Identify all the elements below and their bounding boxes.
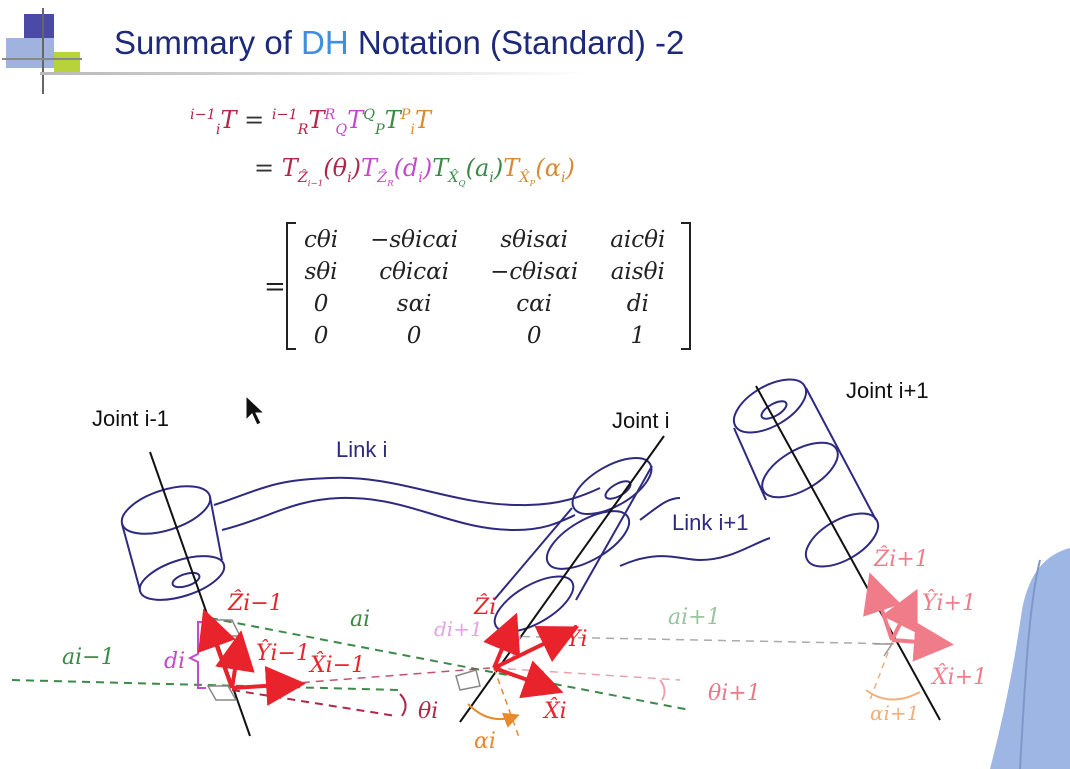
- matrix-row: 0 sαi cαi di: [288, 288, 681, 320]
- link-next-body: [619, 497, 771, 567]
- x-next-arrow: [891, 621, 954, 662]
- label-a-next: ai+1: [668, 605, 721, 630]
- matrix-equals: =: [264, 272, 286, 302]
- joint-next-cylinder: [732, 378, 880, 568]
- label-d-next: di+1: [434, 617, 483, 641]
- label-link-next: Link i+1: [672, 510, 748, 535]
- label-theta-i: θi: [418, 699, 438, 724]
- matrix-bracket-left: [286, 222, 296, 350]
- alpha-ref-line: [493, 667, 521, 741]
- label-y-i: Ŷi: [566, 625, 588, 652]
- theta-ref-line: [231, 689, 397, 717]
- matrix-cell: 0: [313, 291, 329, 317]
- matrix-cell: 0: [313, 323, 329, 349]
- y-next-arrow: [881, 588, 918, 641]
- matrix-cell: cθicαi: [379, 259, 450, 285]
- theta-next-arc: [659, 679, 666, 701]
- right-angle-next: [874, 643, 894, 657]
- z-next-arrow: [863, 572, 902, 641]
- label-joint-next: Joint i+1: [846, 378, 929, 403]
- right-angle-prev-top: [210, 619, 242, 637]
- logo-line-h: [2, 58, 82, 60]
- right-angle-prev-bottom: [206, 685, 238, 701]
- logo-square-green: [54, 52, 80, 74]
- matrix-bracket-right: [681, 222, 692, 350]
- label-y-prev: Ŷi−1: [256, 639, 310, 666]
- label-joint-i: Joint i: [612, 408, 669, 433]
- y-i-arrow: [493, 626, 580, 670]
- matrix-cell: di: [626, 291, 649, 317]
- matrix-cell: aicθi: [610, 227, 666, 253]
- matrix-cell: 1: [630, 323, 646, 349]
- matrix-row: 0 0 0 1: [288, 320, 681, 352]
- z-i-arrow: [483, 612, 521, 669]
- title-dh: DH: [301, 24, 349, 61]
- d-i-bracket: [187, 621, 206, 689]
- label-z-i: Ẑi: [473, 593, 496, 620]
- z-prev-arrow: [198, 608, 236, 689]
- label-x-i: X̂i: [542, 698, 567, 724]
- x-i-arrow: [493, 660, 564, 699]
- label-a-i: ai: [350, 607, 370, 632]
- y-prev-arrow: [215, 630, 255, 689]
- alpha-i-arc: [467, 703, 520, 728]
- a-prev-line: [11, 679, 401, 691]
- page-title: Summary of DH Notation (Standard) -2: [114, 24, 685, 61]
- matrix-cell: 0: [406, 323, 422, 349]
- joint-i-axis: [459, 435, 665, 723]
- label-alpha-i: αi: [474, 729, 496, 754]
- label-y-next: Ŷi+1: [922, 589, 976, 616]
- theta-i-arc: [399, 693, 407, 717]
- matrix-cell: −sθicαi: [370, 227, 459, 253]
- presenter-fold: [1019, 559, 1041, 769]
- matrix-row: cθi −sθicαi sθisαi aicθi: [288, 224, 681, 256]
- a-i-line: [209, 617, 691, 711]
- alpha-next-arc: [865, 689, 921, 701]
- equation-line-1: i−1iT = i−1RTRQTQPTPiT: [190, 106, 432, 138]
- label-alpha-next: αi+1: [870, 701, 919, 725]
- matrix-cell: cαi: [516, 291, 553, 317]
- matrix-cell: sθi: [304, 259, 338, 285]
- matrix-cell: sαi: [396, 291, 432, 317]
- label-x-prev: X̂i−1: [308, 652, 365, 678]
- equation-line-2: = TẐi−1(θi)TẐR(di)TX̂Q(ai)TX̂P(αi): [254, 154, 575, 189]
- label-theta-next: θi+1: [708, 681, 761, 706]
- logo-square-blue: [24, 14, 54, 42]
- joint-prev-cylinder: [120, 485, 226, 601]
- matrix-table: cθi −sθicαi sθisαi aicθi sθi cθicαi −cθisαi ais…: [288, 224, 681, 352]
- dh-matrix: = cθi −sθicαi sθisαi aicθi sθi cθicαi −cθisαi a…: [264, 222, 692, 352]
- presenter-silhouette: [990, 548, 1070, 769]
- label-link-i: Link i: [336, 437, 387, 462]
- logo-line-v: [42, 8, 44, 94]
- matrix-row: sθi cθicαi −cθisαi aisθi: [288, 256, 681, 288]
- a-next-line: [493, 635, 901, 645]
- matrix-cell: −cθisαi: [490, 259, 579, 285]
- title-divider: [40, 72, 590, 75]
- mouse-cursor-icon: [245, 394, 266, 426]
- x-prev-arrow: [231, 665, 306, 706]
- label-z-next: Ẑi+1: [873, 545, 929, 572]
- matrix-cell: aisθi: [610, 259, 665, 285]
- link-i-body: [213, 476, 601, 532]
- alpha-next-ref: [869, 641, 893, 701]
- label-z-prev: Ẑi−1: [227, 589, 283, 616]
- label-d-i: di: [164, 649, 185, 674]
- label-joint-prev: Joint i-1: [92, 406, 169, 431]
- right-angle-i: [455, 669, 481, 691]
- matrix-cell: cθi: [304, 227, 339, 253]
- logo-square-lightblue: [6, 38, 54, 68]
- matrix-cell: 0: [526, 323, 542, 349]
- joint-i-cylinder: [493, 457, 653, 633]
- label-a-prev: ai−1: [62, 645, 115, 670]
- matrix-cell: sθisαi: [500, 227, 569, 253]
- label-x-next: X̂i+1: [930, 664, 987, 690]
- joint-next-axis: [755, 385, 941, 721]
